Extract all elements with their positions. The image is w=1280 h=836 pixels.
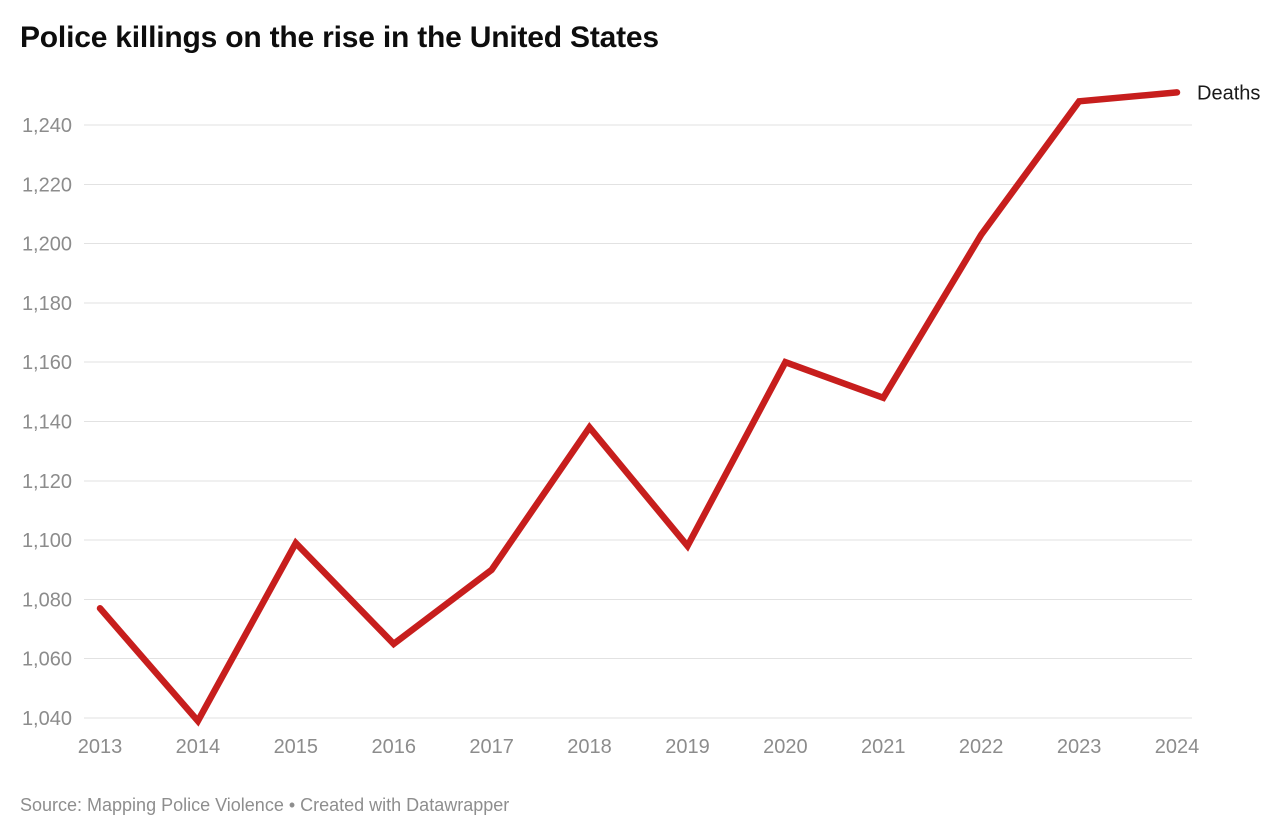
- x-axis-tick-label: 2016: [371, 736, 416, 758]
- y-axis-tick-label: 1,160: [22, 352, 72, 374]
- x-axis-tick-label: 2014: [176, 736, 221, 758]
- x-axis-tick-label: 2018: [567, 736, 612, 758]
- x-axis-tick-label: 2024: [1155, 736, 1200, 758]
- x-axis-tick-label: 2017: [469, 736, 514, 758]
- x-axis-tick-label: 2020: [763, 736, 808, 758]
- y-axis-tick-label: 1,140: [22, 412, 72, 434]
- y-axis-tick-label: 1,180: [22, 293, 72, 315]
- x-axis-tick-label: 2022: [959, 736, 1004, 758]
- data-line-deaths: [96, 89, 1181, 727]
- x-axis-tick-label: 2023: [1057, 736, 1102, 758]
- y-axis-tick-label: 1,060: [22, 649, 72, 671]
- source-attribution: Source: Mapping Police Violence • Create…: [20, 795, 510, 815]
- y-axis-tick-label: 1,100: [22, 530, 72, 552]
- y-axis-tick-label: 1,220: [22, 174, 72, 196]
- x-axis-tick-label: 2019: [665, 736, 710, 758]
- y-axis-tick-label: 1,240: [22, 115, 72, 137]
- y-axis-tick-label: 1,040: [22, 708, 72, 730]
- y-axis-tick-label: 1,200: [22, 234, 72, 256]
- x-axis-tick-label: 2021: [861, 736, 906, 758]
- x-axis-tick-label: 2013: [78, 736, 123, 758]
- series-label: Deaths: [1197, 82, 1260, 104]
- x-axis-tick-label: 2015: [274, 736, 319, 758]
- y-axis-tick-label: 1,120: [22, 471, 72, 493]
- chart-title: Police killings on the rise in the Unite…: [20, 21, 659, 54]
- y-axis-tick-label: 1,080: [22, 589, 72, 611]
